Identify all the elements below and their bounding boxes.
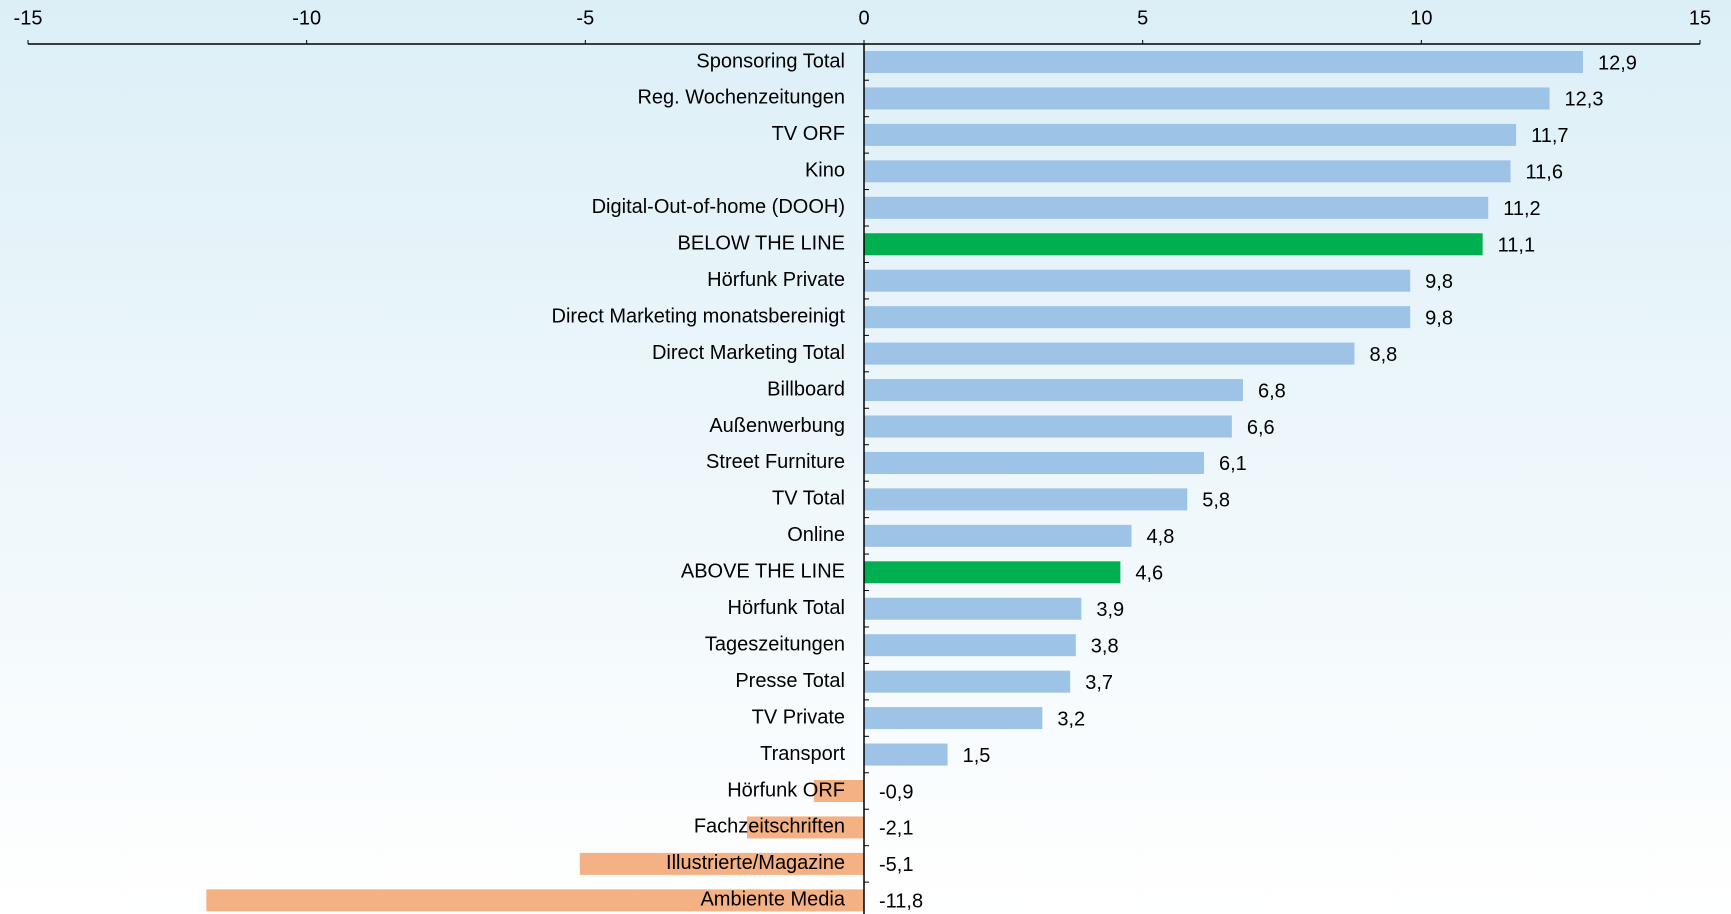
data-label: 11,6 (1526, 162, 1563, 184)
y-tick-label: Direct Marketing monatsbereinigt (552, 305, 846, 327)
y-tick-label: ABOVE THE LINE (681, 561, 845, 583)
data-label: 9,8 (1425, 271, 1453, 293)
bar (864, 707, 1043, 730)
x-tick-label: 0 (858, 7, 869, 29)
data-label: 11,2 (1503, 198, 1540, 220)
y-tick-label: Hörfunk Total (728, 597, 845, 619)
data-label: 6,6 (1247, 417, 1275, 439)
data-label: 11,7 (1531, 125, 1568, 147)
y-tick-label: Billboard (767, 378, 845, 400)
data-label: 6,8 (1258, 380, 1286, 402)
y-tick-label: Fachzeitschriften (694, 816, 845, 838)
bar (864, 670, 1071, 693)
data-label: 4,6 (1135, 563, 1163, 585)
bar (864, 269, 1411, 292)
y-tick-label: TV ORF (772, 123, 845, 145)
x-tick-label: -10 (292, 7, 321, 29)
bar (864, 342, 1355, 365)
data-label: 4,8 (1147, 526, 1175, 548)
bar (864, 561, 1121, 584)
y-tick-label: Reg. Wochenzeitungen (637, 87, 845, 109)
data-label: -5,1 (879, 854, 913, 876)
bar (864, 524, 1132, 547)
bar (864, 306, 1411, 329)
bar (864, 597, 1082, 620)
y-tick-label: Ambiente Media (700, 889, 845, 911)
bar (864, 160, 1511, 183)
bar (864, 51, 1583, 73)
y-tick-label: TV Total (772, 488, 845, 510)
data-label: 3,8 (1091, 635, 1119, 657)
data-label: 11,1 (1498, 235, 1535, 257)
y-tick-label: TV Private (752, 706, 845, 728)
data-label: 12,3 (1565, 89, 1604, 111)
bar (864, 196, 1489, 219)
bar (864, 87, 1550, 110)
bar (864, 123, 1517, 146)
bar (864, 379, 1243, 402)
y-tick-label: Illustrierte/Magazine (666, 852, 845, 874)
y-tick-label: Kino (805, 160, 845, 182)
bar (746, 816, 864, 839)
x-tick-label: 15 (1689, 7, 1711, 29)
x-tick-label: 5 (1137, 7, 1148, 29)
y-tick-label: Tageszeitungen (705, 633, 845, 655)
bar (579, 852, 864, 875)
data-label: 9,8 (1425, 307, 1453, 329)
bar (864, 451, 1204, 474)
y-tick-label: Direct Marketing Total (652, 342, 845, 364)
y-tick-label: Sponsoring Total (696, 50, 845, 72)
data-label: -11,8 (879, 891, 923, 913)
data-label: -0,9 (879, 781, 913, 803)
y-tick-label: Außenwerbung (709, 415, 845, 437)
y-tick-label: Hörfunk ORF (727, 779, 845, 801)
data-label: 5,8 (1202, 490, 1230, 512)
data-label: 1,5 (963, 745, 991, 767)
data-label: 12,9 (1598, 52, 1637, 74)
bar (864, 634, 1076, 657)
bar (864, 488, 1188, 511)
x-tick-label: -15 (14, 7, 43, 29)
data-label: 3,9 (1096, 599, 1124, 621)
y-tick-label: Hörfunk Private (707, 269, 845, 291)
y-tick-label: Transport (760, 743, 845, 765)
bar (864, 233, 1483, 256)
x-tick-label: 10 (1410, 7, 1432, 29)
data-label: -2,1 (879, 818, 913, 840)
data-label: 3,7 (1085, 672, 1113, 694)
x-tick-label: -5 (576, 7, 594, 29)
bar (206, 889, 864, 912)
bar (813, 780, 864, 802)
y-tick-label: Digital-Out-of-home (DOOH) (592, 196, 845, 218)
data-label: 8,8 (1369, 344, 1397, 366)
data-label: 3,2 (1057, 708, 1085, 730)
y-tick-label: Presse Total (735, 670, 845, 692)
bar (864, 415, 1232, 438)
y-tick-label: Street Furniture (706, 451, 845, 473)
y-tick-label: Online (787, 524, 845, 546)
y-tick-label: BELOW THE LINE (678, 233, 845, 255)
bar (864, 743, 948, 766)
data-label: 6,1 (1219, 453, 1247, 475)
